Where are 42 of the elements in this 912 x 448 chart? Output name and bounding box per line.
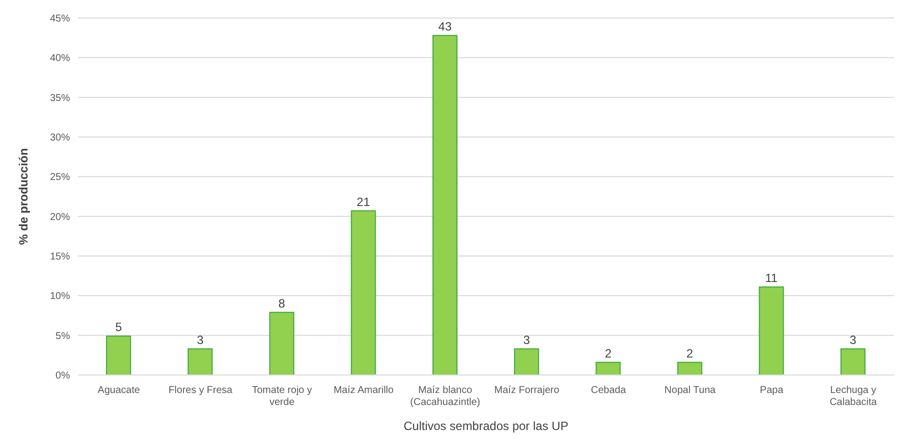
x-tick-label: Papa bbox=[760, 385, 784, 396]
y-tick-label: 25% bbox=[50, 172, 70, 184]
bar bbox=[350, 210, 376, 375]
bar bbox=[269, 312, 294, 375]
data-label: 3 bbox=[196, 332, 204, 347]
bar bbox=[514, 348, 540, 375]
x-tick-label: Lechuga y Calabacita bbox=[830, 385, 878, 408]
bar bbox=[596, 362, 621, 375]
data-label: 8 bbox=[278, 296, 286, 310]
x-tick-label: Aguacate bbox=[98, 385, 140, 396]
y-tick-label: 20% bbox=[50, 212, 70, 223]
x-tick-label: Maíz Forrajero bbox=[494, 385, 560, 396]
data-label: 11 bbox=[765, 270, 778, 285]
x-tick-label: Flores y Fresa bbox=[168, 385, 233, 396]
x-tick-label: Tomate rojo y verde bbox=[252, 385, 312, 408]
y-tick-label: 0% bbox=[56, 370, 70, 382]
data-label: 5 bbox=[115, 320, 122, 334]
bar bbox=[432, 34, 458, 375]
bar bbox=[840, 348, 866, 375]
y-tick-label: 40% bbox=[50, 53, 70, 64]
x-tick-label: Cebada bbox=[590, 385, 626, 396]
data-label: 2 bbox=[604, 346, 612, 360]
y-tick-label: 30% bbox=[50, 132, 70, 144]
bar bbox=[677, 362, 702, 375]
y-axis-title: % de producción bbox=[16, 148, 30, 245]
data-label: 3 bbox=[523, 332, 530, 347]
y-tick-label: 10% bbox=[50, 291, 70, 302]
bar bbox=[758, 286, 784, 375]
y-tick-label: 45% bbox=[50, 14, 70, 25]
data-label: 43 bbox=[438, 19, 452, 34]
bar bbox=[106, 336, 132, 375]
y-tick-label: 5% bbox=[56, 330, 70, 342]
x-axis-title: Cultivos sembrados por las UP bbox=[404, 419, 568, 433]
y-tick-label: 35% bbox=[50, 92, 70, 104]
bar bbox=[188, 348, 213, 375]
x-tick-label: Maíz blanco (Cacahuazintle) bbox=[410, 385, 480, 408]
data-label: 21 bbox=[356, 194, 370, 209]
x-tick-label: Nopal Tuna bbox=[664, 385, 716, 396]
x-tick-label: Maíz Amarillo bbox=[334, 385, 394, 396]
data-label: 2 bbox=[686, 346, 694, 360]
y-tick-label: 15% bbox=[50, 252, 70, 263]
data-label: 3 bbox=[850, 332, 857, 347]
